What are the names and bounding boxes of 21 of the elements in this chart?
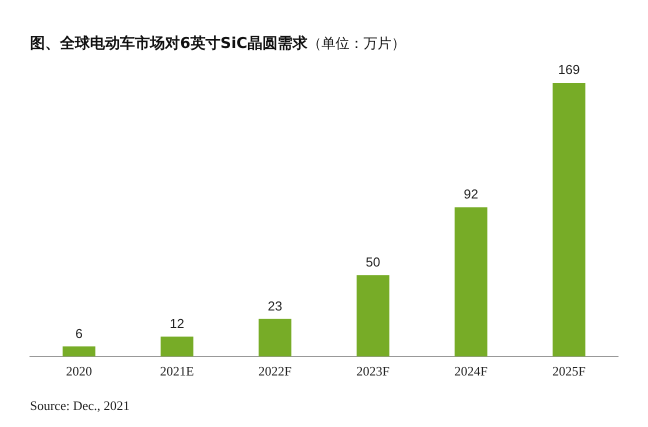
x-tick-label: 2020 <box>66 364 92 379</box>
bar <box>552 83 586 356</box>
x-tick-label: 2024F <box>454 364 488 379</box>
bar <box>62 346 96 356</box>
bar <box>160 336 194 356</box>
x-tick-label: 2021E <box>160 364 194 379</box>
chart-subtitle: （单位：万片） <box>307 36 406 52</box>
chart-title: 图、全球电动车市场对6英寸SiC晶圆需求 <box>30 34 308 52</box>
bar <box>356 275 390 356</box>
x-tick-label: 2025F <box>552 364 586 379</box>
bar <box>454 207 488 356</box>
x-tick-label: 2022F <box>258 364 292 379</box>
data-label: 6 <box>75 326 83 341</box>
data-label: 12 <box>170 316 184 332</box>
bar <box>258 318 292 356</box>
data-label: 169 <box>558 62 580 78</box>
source-note: Source: Dec., 2021 <box>30 398 130 414</box>
x-tick-label: 2023F <box>356 364 390 379</box>
data-label: 50 <box>366 254 380 270</box>
data-label: 23 <box>268 298 282 314</box>
data-label: 92 <box>464 186 478 202</box>
